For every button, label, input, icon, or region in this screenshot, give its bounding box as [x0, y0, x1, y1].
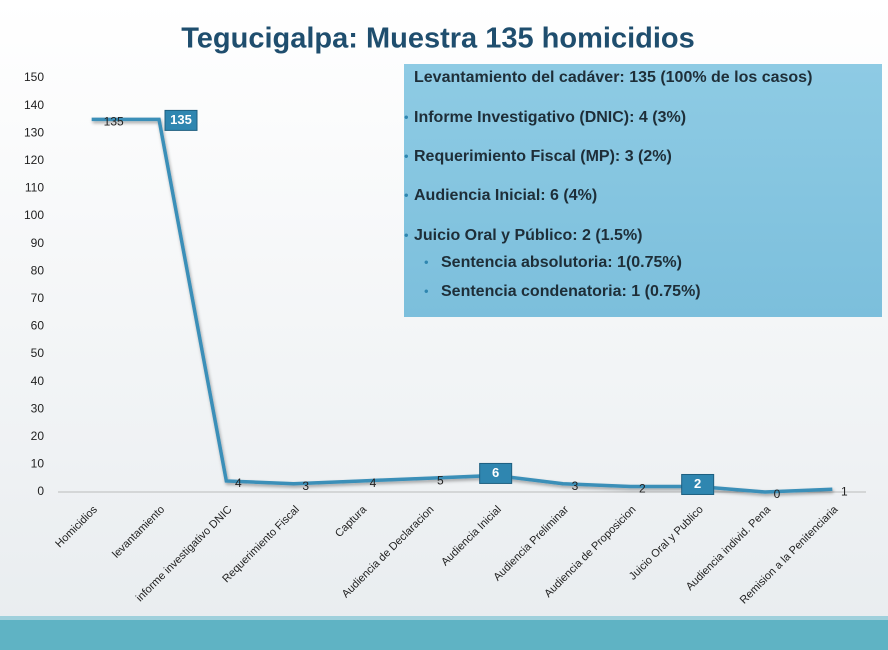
value-label: 6: [492, 465, 499, 480]
value-label-box: [164, 109, 198, 131]
bullet: •: [424, 254, 429, 269]
footer-line: [0, 616, 888, 620]
y-tick-label: 100: [24, 208, 44, 222]
value-label: 0: [774, 487, 781, 501]
chart-title: Tegucigalpa: Muestra 135 homicidios: [181, 23, 695, 55]
y-tick-label: 70: [31, 291, 45, 305]
value-label: 2: [694, 476, 701, 491]
y-tick-label: 30: [31, 401, 45, 415]
bullet: •: [404, 187, 409, 202]
annotation-text: Audiencia Inicial: 6 (4%): [414, 187, 597, 204]
y-tick-label: 60: [31, 319, 45, 333]
bullet: •: [404, 227, 409, 242]
value-label: 3: [302, 479, 309, 493]
annotation-text: Sentencia condenatoria: 1 (0.75%): [441, 283, 701, 300]
value-label: 3: [572, 479, 579, 493]
bullet: •: [404, 109, 409, 124]
y-tick-label: 10: [31, 457, 45, 471]
y-tick-label: 130: [24, 125, 44, 139]
annotation-text: Levantamiento del cadáver: 135 (100% de …: [414, 69, 812, 86]
value-label: 1: [841, 484, 848, 498]
value-label: 4: [235, 476, 242, 490]
value-label-box: [479, 462, 513, 484]
value-label: 135: [104, 115, 124, 129]
y-tick-label: 90: [31, 236, 45, 250]
y-tick-label: 20: [31, 429, 45, 443]
value-label: 2: [639, 482, 646, 496]
bullet: •: [404, 148, 409, 163]
y-tick-label: 110: [25, 181, 44, 195]
y-tick-label: 80: [31, 263, 45, 277]
value-label: 4: [370, 476, 377, 490]
annotation-box: [404, 64, 882, 317]
y-tick-label: 50: [31, 346, 45, 360]
annotation-text: Informe Investigativo (DNIC): 4 (3%): [414, 109, 686, 126]
y-tick-label: 150: [24, 70, 44, 84]
annotation-text: Juicio Oral y Público: 2 (1.5%): [414, 227, 643, 244]
value-label: 135: [170, 112, 192, 127]
y-tick-label: 140: [24, 98, 44, 112]
y-tick-label: 0: [37, 484, 44, 498]
annotation-text: Requerimiento Fiscal (MP): 3 (2%): [414, 148, 672, 165]
bullet: •: [424, 283, 429, 298]
y-tick-label: 40: [31, 374, 45, 388]
annotation-text: Sentencia absolutoria: 1(0.75%): [441, 254, 682, 271]
value-label-box: [681, 473, 715, 495]
y-tick-label: 120: [24, 153, 44, 167]
footer-band: [0, 620, 888, 650]
value-label: 5: [437, 473, 444, 487]
